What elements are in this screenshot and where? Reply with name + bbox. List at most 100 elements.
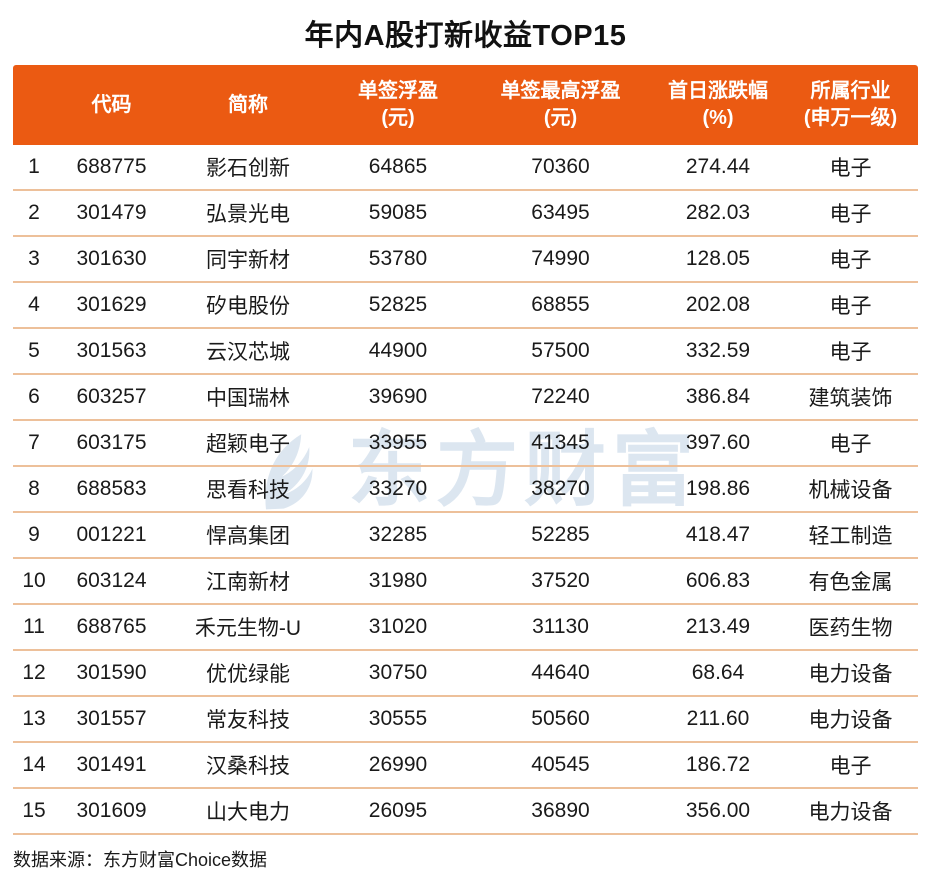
cell-max-profit: 68855 xyxy=(531,293,590,316)
cell-first-day-change: 211.60 xyxy=(686,707,750,730)
cell-industry: 电子 xyxy=(829,341,872,364)
cell-first-day-change: 606.83 xyxy=(685,569,751,592)
cell-profit: 39690 xyxy=(368,385,428,408)
cell-rank: 10 xyxy=(22,569,46,592)
cell-industry: 电子 xyxy=(829,157,872,180)
table-header-row: 代码 简称 单签浮盈 (元) 单签最高浮盈 (元) 首日涨跌幅 (%) 所属行业 xyxy=(13,65,918,145)
cell-rank: 11 xyxy=(23,615,45,638)
cell-industry: 电力设备 xyxy=(808,663,893,686)
cell-code: 301629 xyxy=(76,293,147,316)
cell-max-profit: 44640 xyxy=(531,661,590,684)
cell-name: 常友科技 xyxy=(206,709,290,732)
cell-code: 301557 xyxy=(76,707,147,730)
cell-first-day-change: 213.49 xyxy=(685,615,751,638)
cell-industry: 轻工制造 xyxy=(808,525,893,548)
cell-code: 603175 xyxy=(76,431,147,454)
cell-max-profit: 40545 xyxy=(531,753,590,776)
cell-profit: 30555 xyxy=(368,707,428,730)
ipo-returns-table: 代码 简称 单签浮盈 (元) 单签最高浮盈 (元) 首日涨跌幅 (%) 所属行业 xyxy=(13,65,918,835)
cell-name: 超颖电子 xyxy=(206,433,290,456)
cell-first-day-change: 332.59 xyxy=(685,339,751,362)
cell-profit: 26990 xyxy=(368,753,428,776)
cell-code: 603124 xyxy=(76,569,147,592)
cell-code: 301479 xyxy=(76,201,147,224)
table-row: 12 301590 优优绿能 30750 44640 68.64 电力设备 xyxy=(13,651,918,697)
cell-max-profit: 74990 xyxy=(531,247,590,270)
cell-max-profit: 52285 xyxy=(531,523,590,546)
header-name: 简称 xyxy=(228,93,268,116)
cell-first-day-change: 186.72 xyxy=(685,753,751,776)
cell-profit: 26095 xyxy=(368,799,428,822)
cell-industry: 医药生物 xyxy=(808,617,893,640)
cell-profit: 31980 xyxy=(368,569,428,592)
cell-rank: 5 xyxy=(28,339,40,362)
cell-max-profit: 31130 xyxy=(532,615,589,638)
cell-first-day-change: 128.05 xyxy=(685,247,751,270)
cell-first-day-change: 356.00 xyxy=(685,799,751,822)
table-row: 14 301491 汉桑科技 26990 40545 186.72 电子 xyxy=(13,743,918,789)
table-row: 10 603124 江南新材 31980 37520 606.83 有色金属 xyxy=(13,559,918,605)
source-note: 数据来源：东方财富Choice数据 xyxy=(13,850,268,870)
cell-code: 301609 xyxy=(76,799,147,822)
cell-max-profit: 36890 xyxy=(531,799,590,822)
cell-name: 山大电力 xyxy=(206,801,290,824)
cell-profit: 31020 xyxy=(368,615,428,638)
cell-name: 优优绿能 xyxy=(206,663,290,686)
cell-first-day-change: 397.60 xyxy=(685,431,751,454)
cell-rank: 15 xyxy=(22,799,46,822)
cell-rank: 9 xyxy=(28,523,40,546)
page-title: 年内A股打新收益TOP15 xyxy=(304,20,627,52)
cell-industry: 电子 xyxy=(829,295,872,318)
cell-rank: 12 xyxy=(22,661,46,684)
cell-name: 中国瑞林 xyxy=(206,387,290,410)
table-row: 7 603175 超颖电子 33955 41345 397.60 电子 xyxy=(13,421,918,467)
cell-profit: 44900 xyxy=(368,339,428,362)
table-row: 13 301557 常友科技 30555 50560 211.60 电力设备 xyxy=(13,697,918,743)
cell-max-profit: 38270 xyxy=(531,477,590,500)
table-row: 5 301563 云汉芯城 44900 57500 332.59 电子 xyxy=(13,329,918,375)
cell-rank: 7 xyxy=(28,431,40,454)
cell-max-profit: 72240 xyxy=(531,385,590,408)
cell-rank: 3 xyxy=(28,247,40,270)
header-code: 代码 xyxy=(91,93,132,116)
cell-first-day-change: 282.03 xyxy=(685,201,751,224)
cell-industry: 电力设备 xyxy=(808,801,893,824)
cell-profit: 52825 xyxy=(368,293,428,316)
cell-max-profit: 37520 xyxy=(531,569,590,592)
cell-max-profit: 70360 xyxy=(531,155,590,178)
cell-profit: 59085 xyxy=(368,201,428,224)
header-first-day-change: 首日涨跌幅 (%) xyxy=(668,80,768,129)
table-row: 9 001221 悍高集团 32285 52285 418.47 轻工制造 xyxy=(13,513,918,559)
cell-profit: 32285 xyxy=(368,523,428,546)
cell-first-day-change: 202.08 xyxy=(685,293,751,316)
cell-industry: 电子 xyxy=(829,433,872,456)
cell-max-profit: 41345 xyxy=(531,431,590,454)
cell-name: 云汉芯城 xyxy=(206,341,290,364)
cell-rank: 2 xyxy=(28,201,40,224)
table-row: 3 301630 同宇新材 53780 74990 128.05 电子 xyxy=(13,237,918,283)
cell-code: 001221 xyxy=(76,523,147,546)
cell-name: 江南新材 xyxy=(206,571,290,594)
cell-profit: 33270 xyxy=(368,477,428,500)
cell-industry: 电子 xyxy=(829,249,872,272)
cell-code: 688775 xyxy=(76,155,147,178)
cell-name: 弘景光电 xyxy=(206,203,290,226)
cell-name: 思看科技 xyxy=(206,479,290,502)
cell-first-day-change: 68.64 xyxy=(691,661,745,684)
cell-max-profit: 57500 xyxy=(531,339,590,362)
cell-name: 悍高集团 xyxy=(206,525,290,548)
table-row: 15 301609 山大电力 26095 36890 356.00 电力设备 xyxy=(13,789,918,835)
table-row: 8 688583 思看科技 33270 38270 198.86 机械设备 xyxy=(13,467,918,513)
cell-first-day-change: 418.47 xyxy=(685,523,751,546)
cell-rank: 14 xyxy=(22,753,46,776)
cell-code: 301590 xyxy=(76,661,147,684)
cell-rank: 6 xyxy=(28,385,40,408)
header-profit: 单签浮盈 (元) xyxy=(358,80,438,129)
cell-first-day-change: 386.84 xyxy=(685,385,751,408)
cell-code: 301491 xyxy=(76,753,147,776)
cell-industry: 电子 xyxy=(829,203,872,226)
cell-industry: 电子 xyxy=(829,755,872,778)
cell-profit: 30750 xyxy=(368,661,428,684)
cell-name: 影石创新 xyxy=(206,157,290,180)
